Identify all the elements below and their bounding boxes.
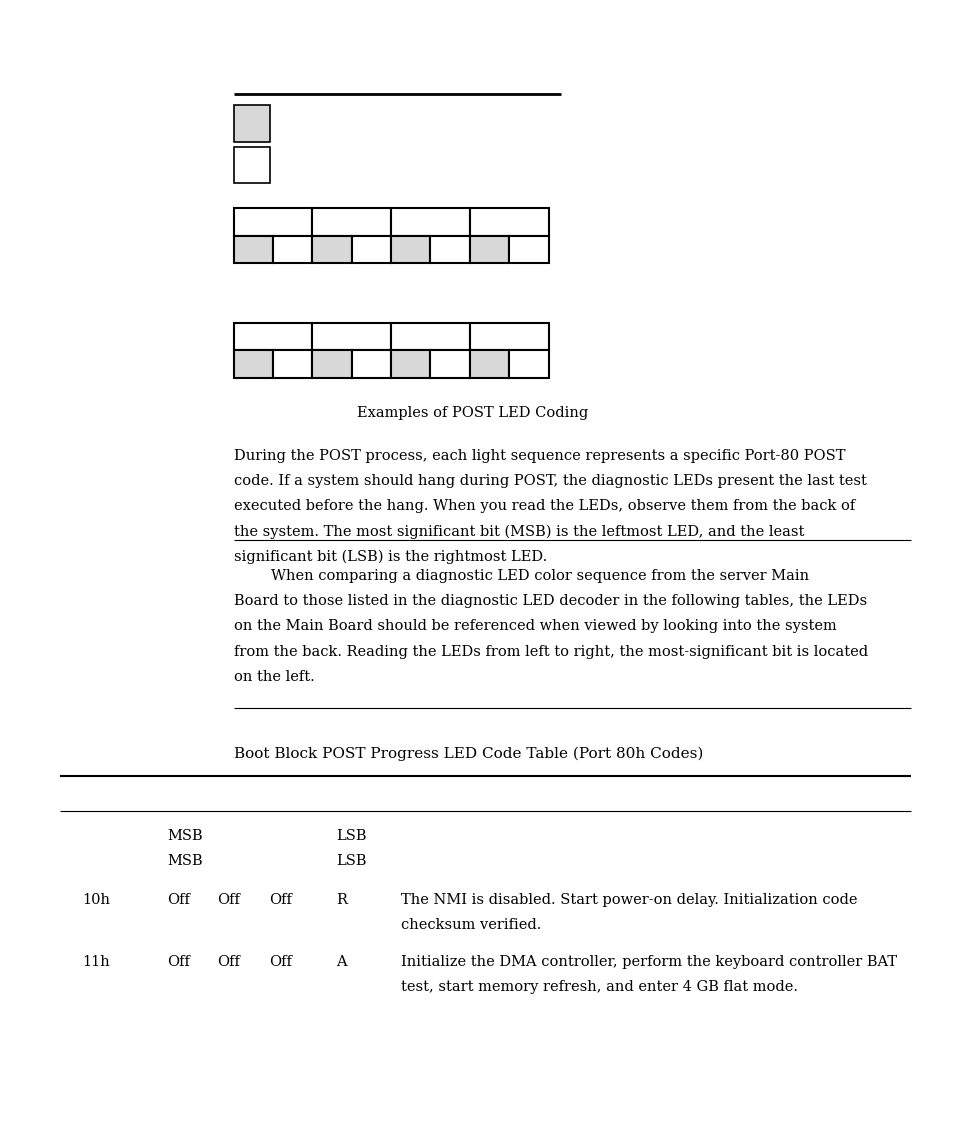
Bar (313, 208, 391, 236)
Bar (313, 323, 391, 350)
Bar (469, 208, 548, 236)
Bar (391, 236, 430, 263)
Text: Examples of POST LED Coding: Examples of POST LED Coding (356, 406, 587, 420)
Text: test, start memory refresh, and enter 4 GB flat mode.: test, start memory refresh, and enter 4 … (400, 980, 797, 994)
Text: Off: Off (269, 955, 292, 969)
Bar (233, 147, 270, 183)
Text: on the left.: on the left. (233, 670, 314, 684)
Bar (233, 323, 312, 350)
Text: on the Main Board should be referenced when viewed by looking into the system: on the Main Board should be referenced w… (233, 619, 836, 633)
Text: R: R (335, 893, 346, 907)
Text: code. If a system should hang during POST, the diagnostic LEDs present the last : code. If a system should hang during POS… (233, 474, 865, 488)
Text: significant bit (LSB) is the rightmost LED.: significant bit (LSB) is the rightmost L… (233, 550, 546, 564)
Text: checksum verified.: checksum verified. (400, 918, 540, 932)
Bar (352, 350, 391, 378)
Text: A: A (335, 955, 346, 969)
Bar (233, 236, 273, 263)
Bar (391, 208, 470, 236)
Text: executed before the hang. When you read the LEDs, observe them from the back of: executed before the hang. When you read … (233, 499, 854, 513)
Text: 10h: 10h (82, 893, 110, 907)
Text: Board to those listed in the diagnostic LED decoder in the following tables, the: Board to those listed in the diagnostic … (233, 594, 866, 608)
Bar (273, 236, 313, 263)
Bar (313, 236, 352, 263)
Bar (352, 236, 391, 263)
Bar (313, 350, 352, 378)
Text: Off: Off (167, 955, 190, 969)
Text: LSB: LSB (335, 829, 366, 843)
Text: The NMI is disabled. Start power-on delay. Initialization code: The NMI is disabled. Start power-on dela… (400, 893, 857, 907)
Bar (273, 350, 313, 378)
Text: MSB: MSB (167, 829, 202, 843)
Bar (469, 236, 509, 263)
Bar (233, 208, 312, 236)
Text: Off: Off (217, 893, 240, 907)
Text: MSB: MSB (167, 854, 202, 868)
Bar (469, 323, 548, 350)
Bar (509, 350, 548, 378)
Bar (469, 350, 509, 378)
Text: During the POST process, each light sequence represents a specific Port-80 POST: During the POST process, each light sequ… (233, 449, 844, 463)
Text: from the back. Reading the LEDs from left to right, the most-significant bit is : from the back. Reading the LEDs from lef… (233, 645, 867, 658)
Bar (430, 236, 470, 263)
Bar (509, 236, 548, 263)
Text: Boot Block POST Progress LED Code Table (Port 80h Codes): Boot Block POST Progress LED Code Table … (233, 747, 702, 761)
Bar (233, 350, 273, 378)
Bar (233, 105, 270, 142)
Bar (391, 350, 430, 378)
Text: Off: Off (167, 893, 190, 907)
Bar (430, 350, 470, 378)
Text: Initialize the DMA controller, perform the keyboard controller BAT: Initialize the DMA controller, perform t… (400, 955, 896, 969)
Text: 11h: 11h (82, 955, 110, 969)
Text: When comparing a diagnostic LED color sequence from the server Main: When comparing a diagnostic LED color se… (233, 569, 808, 583)
Text: Off: Off (269, 893, 292, 907)
Bar (391, 323, 470, 350)
Text: Off: Off (217, 955, 240, 969)
Text: LSB: LSB (335, 854, 366, 868)
Text: the system. The most significant bit (MSB) is the leftmost LED, and the least: the system. The most significant bit (MS… (233, 524, 803, 539)
